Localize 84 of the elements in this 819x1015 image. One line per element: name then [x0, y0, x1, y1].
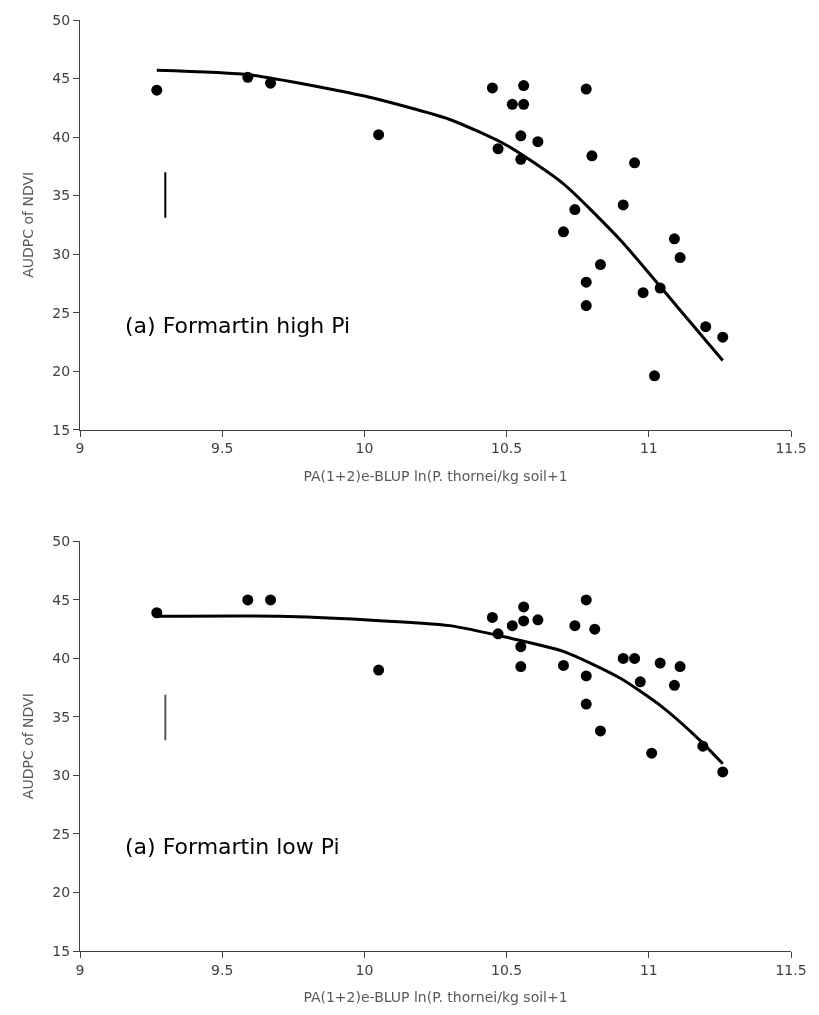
point	[674, 252, 686, 264]
x-tick-label: 9.5	[211, 440, 234, 457]
point	[486, 82, 498, 94]
point	[668, 233, 680, 245]
point	[700, 321, 712, 333]
line-series	[155, 68, 725, 363]
x-tick-label: 10	[355, 961, 374, 978]
point	[594, 725, 606, 737]
y-axis-title: AUDPC of NDVI	[19, 171, 36, 278]
point	[717, 766, 729, 778]
annotation: (a) Formartin low Pi	[125, 834, 340, 859]
point	[717, 331, 729, 343]
point	[373, 129, 385, 141]
point	[637, 287, 649, 299]
y-tick-label: 45	[52, 70, 71, 87]
x-tick-label: 9	[75, 440, 85, 457]
y-tick-label: 20	[52, 884, 71, 901]
y-tick-label: 30	[52, 767, 71, 784]
point	[646, 747, 658, 759]
y-tick-label: 35	[52, 187, 71, 204]
point	[557, 659, 569, 671]
point	[373, 664, 385, 676]
point	[518, 615, 530, 627]
y-tick-label: 40	[52, 128, 71, 145]
point	[668, 679, 680, 691]
y-tick-label: 50	[52, 533, 71, 550]
y-tick-label: 40	[52, 650, 71, 667]
y-tick-label: 15	[52, 942, 71, 959]
point	[506, 98, 518, 110]
point	[242, 594, 254, 606]
annotation: (a) Formartin high Pi	[125, 313, 351, 338]
point	[629, 157, 641, 169]
point	[580, 594, 592, 606]
y-tick-label: 30	[52, 245, 71, 262]
point	[634, 676, 646, 688]
point	[580, 670, 592, 682]
point	[580, 300, 592, 312]
x-axis-title: PA(1+2)e-BLUP ln(P. thornei/kg soil+1	[303, 467, 568, 484]
point	[648, 370, 660, 382]
point	[580, 698, 592, 710]
y-tick-label: 15	[52, 421, 71, 438]
point	[532, 614, 544, 626]
point	[515, 641, 527, 653]
point	[617, 199, 629, 211]
x-tick-label: 11	[639, 440, 658, 457]
x-tick-label: 11.5	[775, 961, 807, 978]
x-tick-label: 9.5	[211, 961, 234, 978]
x-tick-label: 11.5	[775, 440, 807, 457]
x-tick-label: 9	[75, 961, 85, 978]
point	[486, 611, 498, 623]
point	[580, 83, 592, 95]
y-tick-label: 35	[52, 708, 71, 725]
point	[580, 276, 592, 288]
x-axis-title: PA(1+2)e-BLUP ln(P. thornei/kg soil+1	[303, 989, 568, 1006]
point	[151, 84, 163, 96]
point	[506, 620, 518, 632]
point	[569, 620, 581, 632]
point	[492, 143, 504, 155]
point	[515, 661, 527, 673]
y-tick-label: 20	[52, 363, 71, 380]
point	[518, 98, 530, 110]
point	[654, 657, 666, 669]
x-tick-label: 10	[355, 440, 374, 457]
point	[265, 594, 277, 606]
y-tick-label: 25	[52, 304, 71, 321]
point	[594, 259, 606, 271]
point	[674, 661, 686, 673]
y-axis-title: AUDPC of NDVI	[19, 693, 36, 800]
y-tick-label: 45	[52, 591, 71, 608]
point	[589, 623, 601, 635]
point	[617, 652, 629, 664]
point	[515, 130, 527, 142]
point	[518, 601, 530, 613]
y-tick-label: 50	[52, 11, 71, 28]
point	[532, 136, 544, 148]
point	[586, 150, 598, 162]
point	[557, 226, 569, 238]
point	[569, 204, 581, 216]
x-tick-label: 10.5	[491, 440, 523, 457]
point	[629, 652, 641, 664]
y-tick-label: 25	[52, 825, 71, 842]
x-tick-label: 10.5	[491, 961, 523, 978]
x-tick-label: 11	[639, 961, 658, 978]
point	[518, 80, 530, 92]
